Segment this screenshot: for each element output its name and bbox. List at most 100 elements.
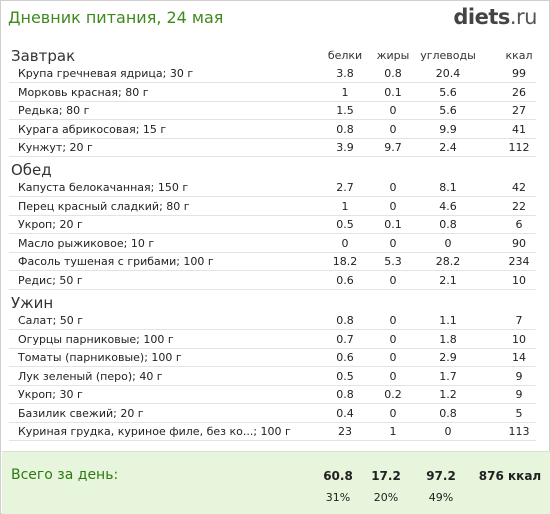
food-fat: 0 bbox=[389, 369, 397, 383]
section-title: Завтрак bbox=[11, 47, 76, 65]
food-row[interactable]: Перец красный сладкий; 80 г 1 0 4.6 22 bbox=[9, 198, 536, 216]
section-title: Ужин bbox=[11, 294, 54, 312]
food-fat: 0 bbox=[389, 351, 397, 364]
site-logo[interactable]: diets.ru bbox=[453, 5, 537, 29]
food-row[interactable]: Курага абрикосовая; 15 г 0.8 0 9.9 41 bbox=[9, 121, 536, 139]
food-name: Курага абрикосовая; 15 г bbox=[18, 122, 167, 136]
header: Дневник питания, 24 мая diets.ru bbox=[1, 1, 549, 37]
total-protein: 60.8 bbox=[323, 469, 353, 483]
food-name: Укроп; 20 г bbox=[18, 218, 83, 231]
food-name: Томаты (парниковые); 100 г bbox=[18, 351, 182, 364]
food-carbs: 8.1 bbox=[439, 181, 457, 194]
column-headers: белки жиры углеводы ккал bbox=[1, 49, 549, 63]
food-row[interactable]: Редька; 80 г 1.5 0 5.6 27 bbox=[9, 102, 536, 120]
protein-percent: 31% bbox=[325, 491, 351, 504]
food-kcal: 10 bbox=[512, 273, 526, 287]
carbs-percent: 49% bbox=[428, 491, 454, 504]
food-protein: 0.8 bbox=[336, 122, 354, 136]
food-protein: 18.2 bbox=[332, 255, 358, 268]
food-kcal: 5 bbox=[515, 406, 523, 420]
food-carbs: 4.6 bbox=[439, 199, 457, 213]
food-kcal: 22 bbox=[512, 199, 526, 213]
food-name: Капуста белокачанная; 150 г bbox=[18, 181, 189, 194]
food-name: Крупа гречневая ядрица; 30 г bbox=[18, 67, 194, 80]
food-row[interactable]: Базилик свежий; 20 г 0.4 0 0.8 5 bbox=[9, 405, 536, 423]
food-kcal: 6 bbox=[515, 218, 523, 231]
food-row[interactable]: Огурцы парниковые; 100 г 0.7 0 1.8 10 bbox=[9, 331, 536, 349]
food-fat: 5.3 bbox=[384, 255, 402, 268]
food-carbs: 0.8 bbox=[439, 218, 457, 231]
food-name: Перец красный сладкий; 80 г bbox=[18, 199, 190, 213]
food-fat: 9.7 bbox=[384, 141, 402, 154]
food-fat: 0 bbox=[389, 332, 397, 346]
food-row[interactable]: Крупа гречневая ядрица; 30 г 3.8 0.8 20.4 99 bbox=[9, 65, 536, 83]
food-row[interactable]: Фасоль тушеная с грибами; 100 г 18.2 5.3 28… bbox=[9, 253, 536, 271]
food-name: Салат; 50 г bbox=[18, 314, 84, 327]
section-title: Обед bbox=[11, 161, 52, 179]
col-kcal: ккал bbox=[505, 49, 533, 62]
food-row[interactable]: Укроп; 20 г 0.5 0.1 0.8 6 bbox=[9, 216, 536, 234]
food-fat: 0 bbox=[389, 314, 397, 327]
food-protein: 0.5 bbox=[336, 369, 354, 383]
food-kcal: 14 bbox=[512, 351, 526, 364]
total-kcal: 876 ккал bbox=[478, 469, 542, 483]
food-name: Лук зеленый (перо); 40 г bbox=[18, 369, 163, 383]
food-name: Куриная грудка, куриное филе, без ко...;… bbox=[18, 425, 291, 438]
food-protein: 0.6 bbox=[336, 273, 354, 287]
page-title: Дневник питания, 24 мая bbox=[8, 8, 224, 27]
food-kcal: 113 bbox=[508, 425, 530, 438]
food-protein: 1 bbox=[341, 85, 349, 99]
food-fat: 0 bbox=[389, 199, 397, 213]
food-row[interactable]: Куриная грудка, куриное филе, без ко...;… bbox=[9, 423, 536, 441]
fat-percent: 20% bbox=[373, 491, 399, 504]
food-fat: 0.1 bbox=[384, 218, 402, 231]
food-fat: 0 bbox=[389, 273, 397, 287]
food-fat: 0.1 bbox=[384, 85, 402, 99]
food-name: Базилик свежий; 20 г bbox=[18, 406, 144, 420]
food-carbs: 2.9 bbox=[439, 351, 457, 364]
food-row[interactable]: Укроп; 30 г 0.8 0.2 1.2 9 bbox=[9, 386, 536, 404]
food-row[interactable]: Кунжут; 20 г 3.9 9.7 2.4 112 bbox=[9, 139, 536, 157]
food-row[interactable]: Масло рыжиковое; 10 г 0 0 0 90 bbox=[9, 235, 536, 253]
food-kcal: 42 bbox=[512, 181, 526, 194]
col-fat: жиры bbox=[376, 49, 410, 62]
food-kcal: 90 bbox=[512, 236, 526, 250]
food-carbs: 0.8 bbox=[439, 406, 457, 420]
food-name: Укроп; 30 г bbox=[18, 388, 83, 401]
food-carbs: 5.6 bbox=[439, 85, 457, 99]
col-protein: белки bbox=[327, 49, 363, 62]
food-kcal: 41 bbox=[512, 122, 526, 136]
food-kcal: 99 bbox=[512, 67, 526, 80]
food-kcal: 9 bbox=[515, 369, 523, 383]
food-carbs: 1.1 bbox=[439, 314, 457, 327]
food-protein: 0.7 bbox=[336, 332, 354, 346]
total-carbs: 97.2 bbox=[426, 469, 456, 483]
food-row[interactable]: Салат; 50 г 0.8 0 1.1 7 bbox=[9, 312, 536, 330]
food-protein: 0.5 bbox=[336, 218, 354, 231]
food-protein: 0.8 bbox=[336, 388, 354, 401]
food-name: Морковь красная; 80 г bbox=[18, 85, 149, 99]
food-name: Кунжут; 20 г bbox=[18, 141, 93, 154]
food-carbs: 9.9 bbox=[439, 122, 457, 136]
food-carbs: 1.2 bbox=[439, 388, 457, 401]
food-row[interactable]: Капуста белокачанная; 150 г 2.7 0 8.1 42 bbox=[9, 179, 536, 197]
food-kcal: 10 bbox=[512, 332, 526, 346]
food-row[interactable]: Лук зеленый (перо); 40 г 0.5 0 1.7 9 bbox=[9, 368, 536, 386]
food-protein: 2.7 bbox=[336, 181, 354, 194]
logo-main: diets bbox=[453, 5, 510, 29]
food-fat: 0 bbox=[389, 406, 397, 420]
food-kcal: 9 bbox=[515, 388, 523, 401]
logo-tld: .ru bbox=[509, 5, 538, 29]
food-protein: 0.6 bbox=[336, 351, 354, 364]
food-protein: 3.8 bbox=[336, 67, 354, 80]
food-carbs: 0 bbox=[444, 236, 452, 250]
food-row[interactable]: Морковь красная; 80 г 1 0.1 5.6 26 bbox=[9, 84, 536, 102]
food-kcal: 7 bbox=[515, 314, 523, 327]
food-row[interactable]: Редис; 50 г 0.6 0 2.1 10 bbox=[9, 272, 536, 290]
food-protein: 3.9 bbox=[336, 141, 354, 154]
food-protein: 1 bbox=[341, 199, 349, 213]
food-carbs: 28.2 bbox=[435, 255, 461, 268]
food-row[interactable]: Томаты (парниковые); 100 г 0.6 0 2.9 14 bbox=[9, 349, 536, 367]
food-carbs: 1.7 bbox=[439, 369, 457, 383]
